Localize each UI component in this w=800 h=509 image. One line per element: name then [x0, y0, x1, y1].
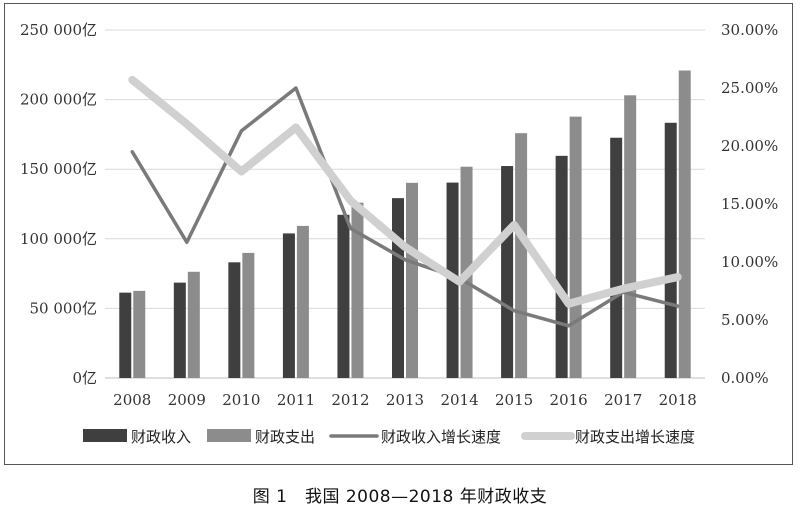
legend-label: 财政收入增长速度	[381, 428, 501, 446]
line-series	[128, 75, 682, 328]
left-tick-label: 0亿	[72, 369, 97, 387]
x-tick-label: 2008	[113, 391, 151, 409]
x-tick-label: 2010	[222, 391, 260, 409]
bar-revenue	[119, 292, 132, 378]
x-tick-label: 2012	[331, 391, 369, 409]
bar-expenditure	[624, 95, 637, 379]
x-tick-label: 2014	[440, 391, 478, 409]
line-expenditure-growth	[128, 75, 682, 308]
line-revenue-growth	[130, 86, 680, 328]
bar-revenue	[610, 137, 623, 378]
bar-series	[119, 70, 691, 379]
legend-swatch	[83, 429, 127, 442]
bar-revenue	[501, 166, 514, 378]
x-tick-label: 2011	[277, 391, 315, 409]
legend-label: 财政支出	[255, 428, 315, 446]
left-tick-label: 50 000亿	[30, 299, 98, 317]
chart-svg: 0亿 50 000亿 100 000亿 150 000亿 200 000亿 250 000…	[20, 21, 778, 446]
bar-revenue	[228, 262, 241, 378]
legend-swatch	[207, 429, 251, 442]
right-tick-label: 5.00%	[721, 311, 769, 329]
bar-revenue	[555, 155, 568, 378]
bar-revenue	[664, 122, 677, 378]
x-axis-ticks: 2008 2009 2010 2011 2012 2013 2014 2015 2016 2017…	[113, 391, 697, 409]
legend: 财政收入 财政支出 财政收入增长速度 财政支出增长速度	[83, 428, 695, 446]
left-axis-ticks: 0亿 50 000亿 100 000亿 150 000亿 200 000亿 250 000…	[20, 21, 97, 387]
right-tick-label: 25.00%	[721, 79, 778, 97]
bar-expenditure	[242, 252, 255, 378]
left-tick-label: 250 000亿	[20, 21, 97, 39]
bar-expenditure	[678, 70, 691, 379]
bar-revenue	[173, 282, 186, 378]
left-tick-label: 100 000亿	[20, 230, 97, 248]
bar-expenditure	[569, 116, 582, 378]
bar-revenue	[282, 233, 295, 378]
bar-expenditure	[187, 271, 200, 378]
bar-expenditure	[515, 133, 528, 378]
right-axis-ticks: 0.00% 5.00% 10.00% 15.00% 20.00% 25.00% 30.00%	[721, 21, 778, 387]
x-tick-label: 2016	[550, 391, 588, 409]
bar-expenditure	[351, 202, 364, 378]
right-tick-label: 0.00%	[721, 369, 769, 387]
x-tick-label: 2018	[659, 391, 697, 409]
chart-frame: 0亿 50 000亿 100 000亿 150 000亿 200 000亿 250 000…	[4, 3, 793, 465]
right-tick-label: 20.00%	[721, 137, 778, 155]
gridlines	[105, 29, 705, 379]
left-tick-label: 150 000亿	[20, 160, 97, 178]
legend-label: 财政收入	[131, 428, 191, 446]
bar-expenditure	[406, 182, 418, 378]
right-tick-label: 15.00%	[721, 195, 778, 213]
x-tick-label: 2013	[386, 391, 424, 409]
bar-expenditure	[133, 290, 146, 378]
left-tick-label: 200 000亿	[20, 91, 97, 109]
figure-caption: 图 1 我国 2008—2018 年财政收支	[252, 487, 548, 507]
bar-revenue	[392, 198, 404, 378]
bar-revenue	[337, 214, 350, 378]
x-tick-label: 2009	[168, 391, 206, 409]
right-tick-label: 10.00%	[721, 253, 778, 271]
x-tick-label: 2015	[495, 391, 533, 409]
right-tick-label: 30.00%	[721, 21, 778, 39]
x-tick-label: 2017	[604, 391, 642, 409]
legend-label: 财政支出增长速度	[575, 428, 695, 446]
bar-expenditure	[296, 225, 309, 378]
